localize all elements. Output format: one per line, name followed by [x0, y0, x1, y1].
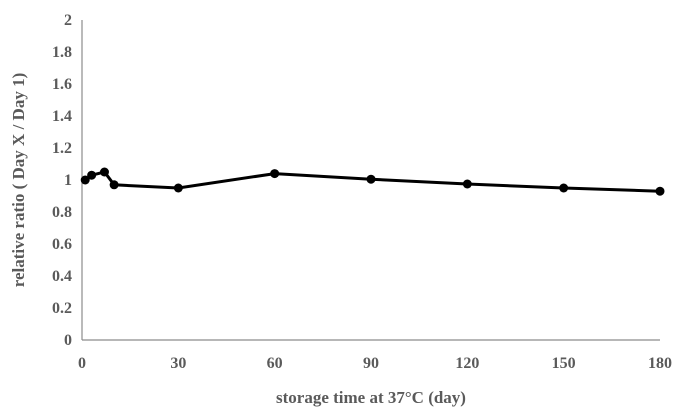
data-point — [109, 180, 119, 190]
data-point — [655, 186, 665, 196]
data-point — [559, 183, 569, 193]
x-tick-label: 120 — [455, 355, 479, 372]
x-tick-labels: 0 30 60 90 120 150 180 — [78, 355, 672, 372]
data-point — [270, 169, 280, 179]
y-tick-label: 1.2 — [52, 140, 72, 157]
y-tick-labels: 0 0.2 0.4 0.6 0.8 1 1.2 1.4 1.6 1.8 2 — [52, 12, 72, 349]
data-points — [80, 167, 665, 196]
x-tick-label: 180 — [648, 355, 672, 372]
y-tick-label: 1.4 — [52, 108, 72, 125]
y-tick-label: 0 — [64, 332, 72, 349]
data-point — [173, 183, 183, 193]
x-axis-title: storage time at 37°C (day) — [276, 388, 466, 407]
y-tick-label: 0.6 — [52, 236, 72, 253]
x-tick-label: 150 — [552, 355, 576, 372]
x-tick-label: 60 — [267, 355, 283, 372]
y-axis-title: relative ratio ( Day X / Day 1) — [9, 73, 28, 288]
data-point — [80, 175, 90, 185]
data-point — [366, 174, 376, 184]
x-tick-label: 30 — [170, 355, 186, 372]
y-tick-label: 1.8 — [52, 44, 72, 61]
y-tick-label: 0.8 — [52, 204, 72, 221]
x-tick-label: 90 — [363, 355, 379, 372]
y-tick-label: 0.2 — [52, 300, 72, 317]
data-point — [99, 167, 109, 177]
data-point — [87, 170, 97, 180]
series-line — [84, 170, 661, 193]
y-tick-label: 1.6 — [52, 76, 72, 93]
y-tick-label: 0.4 — [52, 268, 72, 285]
x-tick-label: 0 — [78, 355, 86, 372]
data-point — [462, 179, 472, 189]
y-tick-label: 2 — [64, 12, 72, 29]
y-tick-label: 1 — [64, 172, 72, 189]
